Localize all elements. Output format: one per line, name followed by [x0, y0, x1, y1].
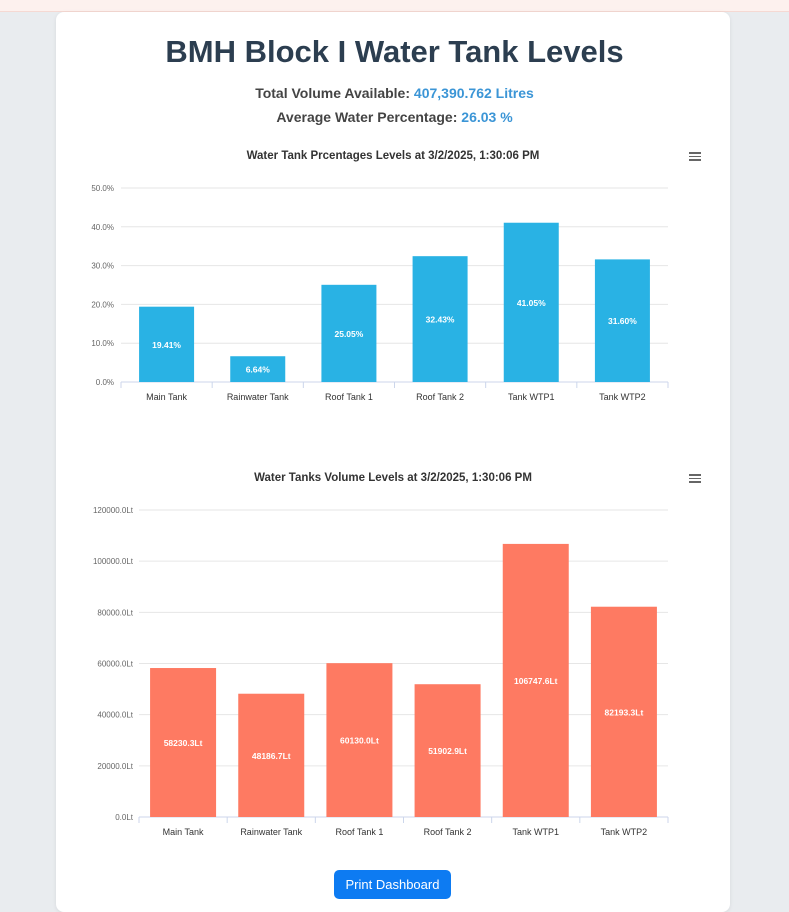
bar: [326, 663, 393, 817]
hamburger-menu-icon[interactable]: [689, 152, 701, 161]
bar: [594, 259, 650, 382]
top-banner: [0, 0, 789, 12]
y-tick-label: 40000.0Lt: [97, 711, 133, 720]
data-label: 48186.7Lt: [252, 751, 291, 761]
y-tick-label: 80000.0Lt: [97, 608, 133, 617]
x-category-label: Rainwater Tank: [240, 827, 302, 837]
bar: [412, 256, 468, 382]
volume-bar-chart: Water Tanks Volume Levels at 3/2/2025, 1…: [93, 472, 669, 837]
data-label: 58230.3Lt: [164, 738, 203, 748]
bar: [238, 693, 305, 817]
bar: [503, 222, 559, 382]
x-category-label: Roof Tank 1: [325, 392, 373, 402]
bar: [230, 356, 286, 382]
y-tick-label: 120000.0Lt: [93, 506, 134, 515]
bar: [414, 684, 481, 817]
total-volume-stat: Total Volume Available: 407,390.762 Litr…: [0, 85, 789, 101]
y-tick-label: 0.0Lt: [115, 813, 134, 822]
y-tick-label: 20.0%: [91, 300, 114, 309]
y-tick-label: 60000.0Lt: [97, 660, 133, 669]
total-volume-value: 407,390.762 Litres: [413, 85, 534, 101]
y-tick-label: 50.0%: [91, 184, 114, 193]
x-category-label: Tank WTP1: [512, 827, 559, 837]
x-category-label: Roof Tank 1: [335, 827, 383, 837]
y-tick-label: 0.0%: [96, 378, 114, 387]
y-tick-label: 30.0%: [91, 262, 114, 271]
x-category-label: Rainwater Tank: [227, 392, 289, 402]
y-tick-label: 40.0%: [91, 223, 114, 232]
hamburger-menu-icon[interactable]: [689, 474, 701, 483]
data-label: 32.43%: [426, 315, 455, 325]
x-category-label: Roof Tank 2: [424, 827, 472, 837]
data-label: 82193.3Lt: [605, 707, 644, 717]
average-percentage-label: Average Water Percentage:: [276, 109, 458, 125]
data-label: 19.41%: [152, 340, 181, 350]
y-tick-label: 20000.0Lt: [97, 762, 133, 771]
x-category-label: Tank WTP2: [599, 392, 646, 402]
page-title: BMH Block I Water Tank Levels: [165, 34, 624, 69]
average-percentage-stat: Average Water Percentage: 26.03 %: [0, 109, 789, 125]
bar: [502, 543, 569, 817]
bar: [590, 606, 657, 817]
y-tick-label: 10.0%: [91, 339, 114, 348]
bar: [150, 668, 217, 817]
chart-title: Water Tank Prcentages Levels at 3/2/2025…: [247, 150, 540, 162]
average-percentage-value: 26.03 %: [461, 109, 513, 125]
x-category-label: Tank WTP2: [601, 827, 648, 837]
data-label: 60130.0Lt: [340, 736, 379, 746]
percentage-bar-chart: Water Tank Prcentages Levels at 3/2/2025…: [91, 150, 669, 402]
x-category-label: Tank WTP1: [508, 392, 555, 402]
data-label: 25.05%: [334, 329, 363, 339]
print-dashboard-button[interactable]: Print Dashboard: [334, 870, 451, 899]
data-label: 51902.9Lt: [428, 746, 467, 756]
chart-title: Water Tanks Volume Levels at 3/2/2025, 1…: [254, 472, 532, 484]
x-category-label: Main Tank: [146, 392, 187, 402]
bar: [139, 306, 195, 382]
bar: [321, 284, 377, 382]
x-category-label: Main Tank: [163, 827, 204, 837]
data-label: 106747.6Lt: [514, 676, 558, 686]
x-category-label: Roof Tank 2: [416, 392, 464, 402]
y-tick-label: 100000.0Lt: [93, 557, 134, 566]
data-label: 41.05%: [517, 298, 546, 308]
data-label: 31.60%: [608, 316, 637, 326]
data-label: 6.64%: [246, 365, 271, 375]
total-volume-label: Total Volume Available:: [255, 85, 411, 101]
